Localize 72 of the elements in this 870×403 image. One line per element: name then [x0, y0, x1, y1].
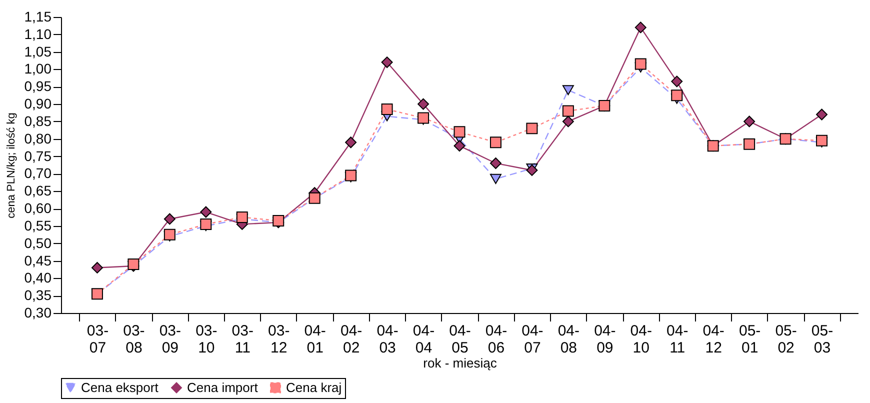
x-tick-label: 03-08	[123, 322, 145, 356]
x-tick-label: 04-11	[666, 322, 688, 356]
y-tick-label: 0,75	[24, 148, 52, 164]
y-tick-label: 0,55	[24, 217, 52, 234]
point	[345, 136, 357, 148]
y-tick-label: 1,05	[24, 43, 52, 60]
point	[91, 262, 103, 274]
x-tick-label: 05-02	[775, 322, 797, 356]
y-tick-label: 1,10	[24, 26, 52, 42]
point	[454, 126, 466, 138]
point	[418, 112, 430, 124]
y-tick-label: 0,95	[24, 78, 52, 94]
y-tick-label: 1,00	[24, 60, 52, 77]
point	[200, 218, 212, 230]
legend-label: Cena import	[187, 380, 258, 395]
x-tick-label: 04-01	[304, 322, 326, 356]
point	[634, 58, 646, 70]
point	[381, 104, 393, 116]
point	[200, 206, 212, 218]
point	[490, 136, 502, 148]
y-tick-label: 0,30	[24, 304, 52, 320]
legend-label: Cena kraj	[286, 380, 342, 395]
point	[744, 116, 756, 128]
y-tick-label: 0,45	[24, 252, 52, 268]
x-tick-label: 03-07	[86, 322, 109, 356]
point	[562, 85, 574, 96]
x-tick-label: 03-09	[159, 322, 182, 356]
point	[526, 122, 538, 134]
x-tick-label: 04-09	[594, 322, 616, 356]
x-tick-label: 04-03	[376, 322, 398, 356]
point	[164, 213, 176, 225]
y-tick-label: 0,35	[24, 287, 52, 304]
point	[236, 211, 248, 223]
point	[816, 108, 828, 120]
x-tick-label: 04-06	[485, 322, 508, 356]
point	[634, 22, 646, 34]
x-tick-label: 03-10	[196, 322, 218, 356]
y-tick-label: 0,70	[24, 165, 52, 182]
x-tick-label: 04-05	[449, 322, 471, 356]
y-tick-label: 0,50	[24, 234, 52, 251]
point	[418, 98, 430, 110]
point	[381, 56, 393, 68]
y-tick-label: 0,85	[24, 112, 52, 129]
point	[671, 90, 683, 102]
y-tick-label: 0,90	[24, 96, 52, 112]
x-tick-label: 04-08	[558, 322, 580, 356]
y-tick-label: 0,60	[24, 200, 52, 216]
x-axis-title: rok - miesiąc	[423, 356, 498, 370]
point	[562, 116, 574, 128]
point	[490, 158, 502, 170]
x-tick-label: 04-02	[340, 322, 362, 356]
y-tick-label: 0,80	[24, 130, 52, 146]
legend-label: Cena eksport	[81, 380, 159, 395]
x-tick-label: 04-12	[702, 322, 724, 356]
point	[671, 76, 683, 88]
x-tick-label: 03-11	[232, 322, 254, 356]
x-tick-label: 04-04	[412, 322, 435, 356]
x-tick-label: 03-12	[268, 322, 290, 356]
point	[164, 228, 176, 240]
y-axis-title: cena PLN/kg; ilość kg	[5, 112, 18, 218]
point	[816, 134, 828, 146]
x-tick-label: 04-10	[630, 322, 652, 356]
y-tick-label: 1,15	[24, 8, 52, 24]
point	[454, 140, 466, 152]
x-tick-label: 04-07	[522, 322, 544, 356]
point	[345, 170, 357, 182]
y-tick-label: 0,40	[24, 270, 52, 286]
x-tick-label: 05-03	[811, 322, 834, 356]
point	[490, 174, 502, 184]
point	[562, 105, 574, 117]
x-tick-label: 05-01	[738, 322, 761, 356]
y-tick-label: 0,65	[24, 182, 52, 199]
